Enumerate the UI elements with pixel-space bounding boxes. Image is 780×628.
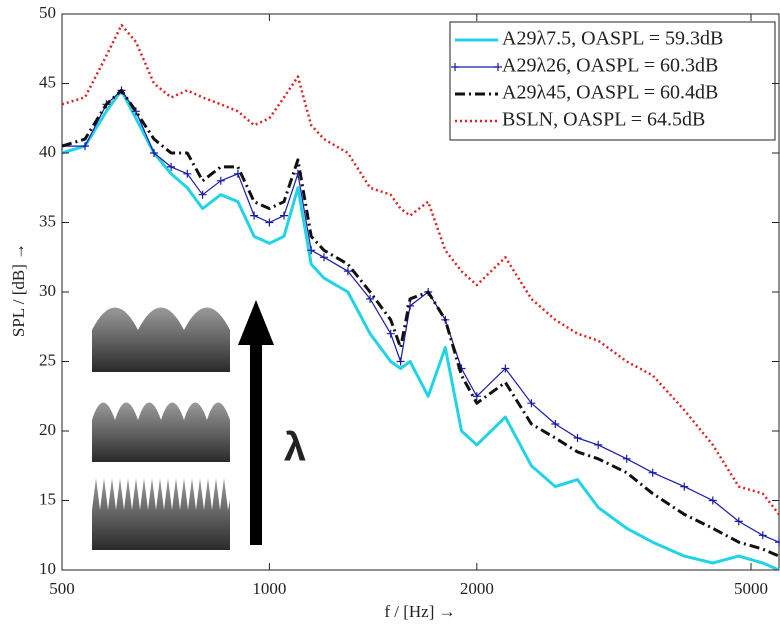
- lines: [62, 23, 780, 570]
- y-tick-label: 15: [39, 489, 56, 508]
- x-tick-label: 5000: [734, 579, 768, 598]
- x-tick-label: 500: [49, 579, 75, 598]
- legend-label: BSLN, OASPL = 64.5dB: [502, 109, 705, 131]
- y-tick-label: 30: [39, 281, 56, 300]
- y-tick-label: 10: [39, 559, 56, 578]
- series-line: [62, 88, 780, 558]
- legend-label: A29λ7.5, OASPL = 59.3dB: [502, 28, 723, 50]
- x-axis-label: f / [Hz] →: [384, 602, 455, 621]
- annotation: λ: [284, 426, 306, 470]
- y-tick-label: 50: [39, 3, 56, 22]
- y-tick-label: 25: [39, 350, 56, 369]
- series-line: [62, 86, 780, 547]
- y-tick-label: 20: [39, 420, 56, 439]
- legend-box: [449, 21, 776, 141]
- inset-surfaces: [92, 307, 230, 550]
- legend: A29λ7.5, OASPL = 59.3dB A29λ26, OASPL = 6…: [449, 21, 776, 141]
- y-tick-label: 40: [39, 142, 56, 161]
- legend-label: A29λ26, OASPL = 60.3dB: [502, 55, 718, 77]
- x-tick-label: 1000: [252, 579, 286, 598]
- y-tick-label: 45: [39, 72, 56, 91]
- y-tick-label: 35: [39, 211, 56, 230]
- lambda-arrow: [238, 300, 274, 545]
- x-tick-label: 2000: [460, 579, 494, 598]
- y-axis-label: SPL / [dB] →: [9, 243, 28, 337]
- legend-label: A29λ45, OASPL = 60.4dB: [502, 82, 718, 104]
